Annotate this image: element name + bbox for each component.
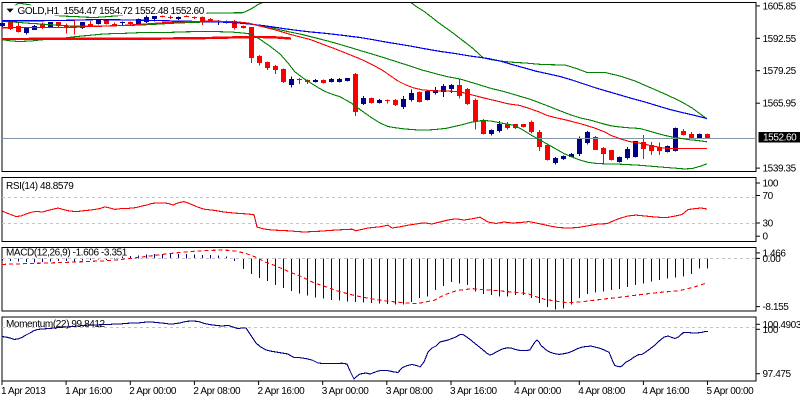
svg-text:100.4903: 100.4903 xyxy=(763,320,800,331)
svg-text:100: 100 xyxy=(763,325,779,336)
svg-text:1 Apr 16:00: 1 Apr 16:00 xyxy=(65,386,113,397)
svg-text:1539.35: 1539.35 xyxy=(763,164,797,175)
svg-text:3 Apr 00:00: 3 Apr 00:00 xyxy=(322,386,370,397)
svg-text:Momentum(22) 99.8412: Momentum(22) 99.8412 xyxy=(6,319,106,330)
svg-text:4 Apr 00:00: 4 Apr 00:00 xyxy=(514,386,562,397)
svg-text:-8.155: -8.155 xyxy=(763,302,790,313)
svg-text:4 Apr 16:00: 4 Apr 16:00 xyxy=(642,386,690,397)
svg-text:0.00: 0.00 xyxy=(763,254,782,265)
svg-text:1 Apr 2013: 1 Apr 2013 xyxy=(1,386,46,397)
svg-text:4 Apr 08:00: 4 Apr 08:00 xyxy=(578,386,626,397)
svg-text:MACD(12,26,9) -1.606 -3.351: MACD(12,26,9) -1.606 -3.351 xyxy=(6,248,128,259)
svg-text:30: 30 xyxy=(763,219,774,230)
svg-text:1579.25: 1579.25 xyxy=(763,66,797,77)
svg-text:1565.95: 1565.95 xyxy=(763,99,797,110)
svg-text:2 Apr 00:00: 2 Apr 00:00 xyxy=(129,386,177,397)
svg-text:70: 70 xyxy=(763,191,774,202)
svg-text:2 Apr 08:00: 2 Apr 08:00 xyxy=(193,386,241,397)
svg-text:3 Apr 16:00: 3 Apr 16:00 xyxy=(450,386,498,397)
svg-text:5 Apr 00:00: 5 Apr 00:00 xyxy=(707,386,755,397)
svg-text:97.475: 97.475 xyxy=(763,369,792,380)
svg-text:100: 100 xyxy=(763,179,779,190)
svg-text:1605.85: 1605.85 xyxy=(763,1,797,12)
svg-text:2 Apr 16:00: 2 Apr 16:00 xyxy=(258,386,306,397)
svg-text:1592.55: 1592.55 xyxy=(763,34,797,45)
svg-text:1552.60: 1552.60 xyxy=(763,133,797,144)
svg-text:3 Apr 08:00: 3 Apr 08:00 xyxy=(386,386,434,397)
svg-text:0: 0 xyxy=(763,232,769,243)
svg-text:GOLD,H1 1554.47 1554.72 1552.: GOLD,H1 1554.47 1554.72 1552.48 1552.60 xyxy=(18,6,205,17)
svg-text:RSI(14) 48.8579: RSI(14) 48.8579 xyxy=(6,181,74,192)
svg-text:1.466: 1.466 xyxy=(763,248,787,259)
